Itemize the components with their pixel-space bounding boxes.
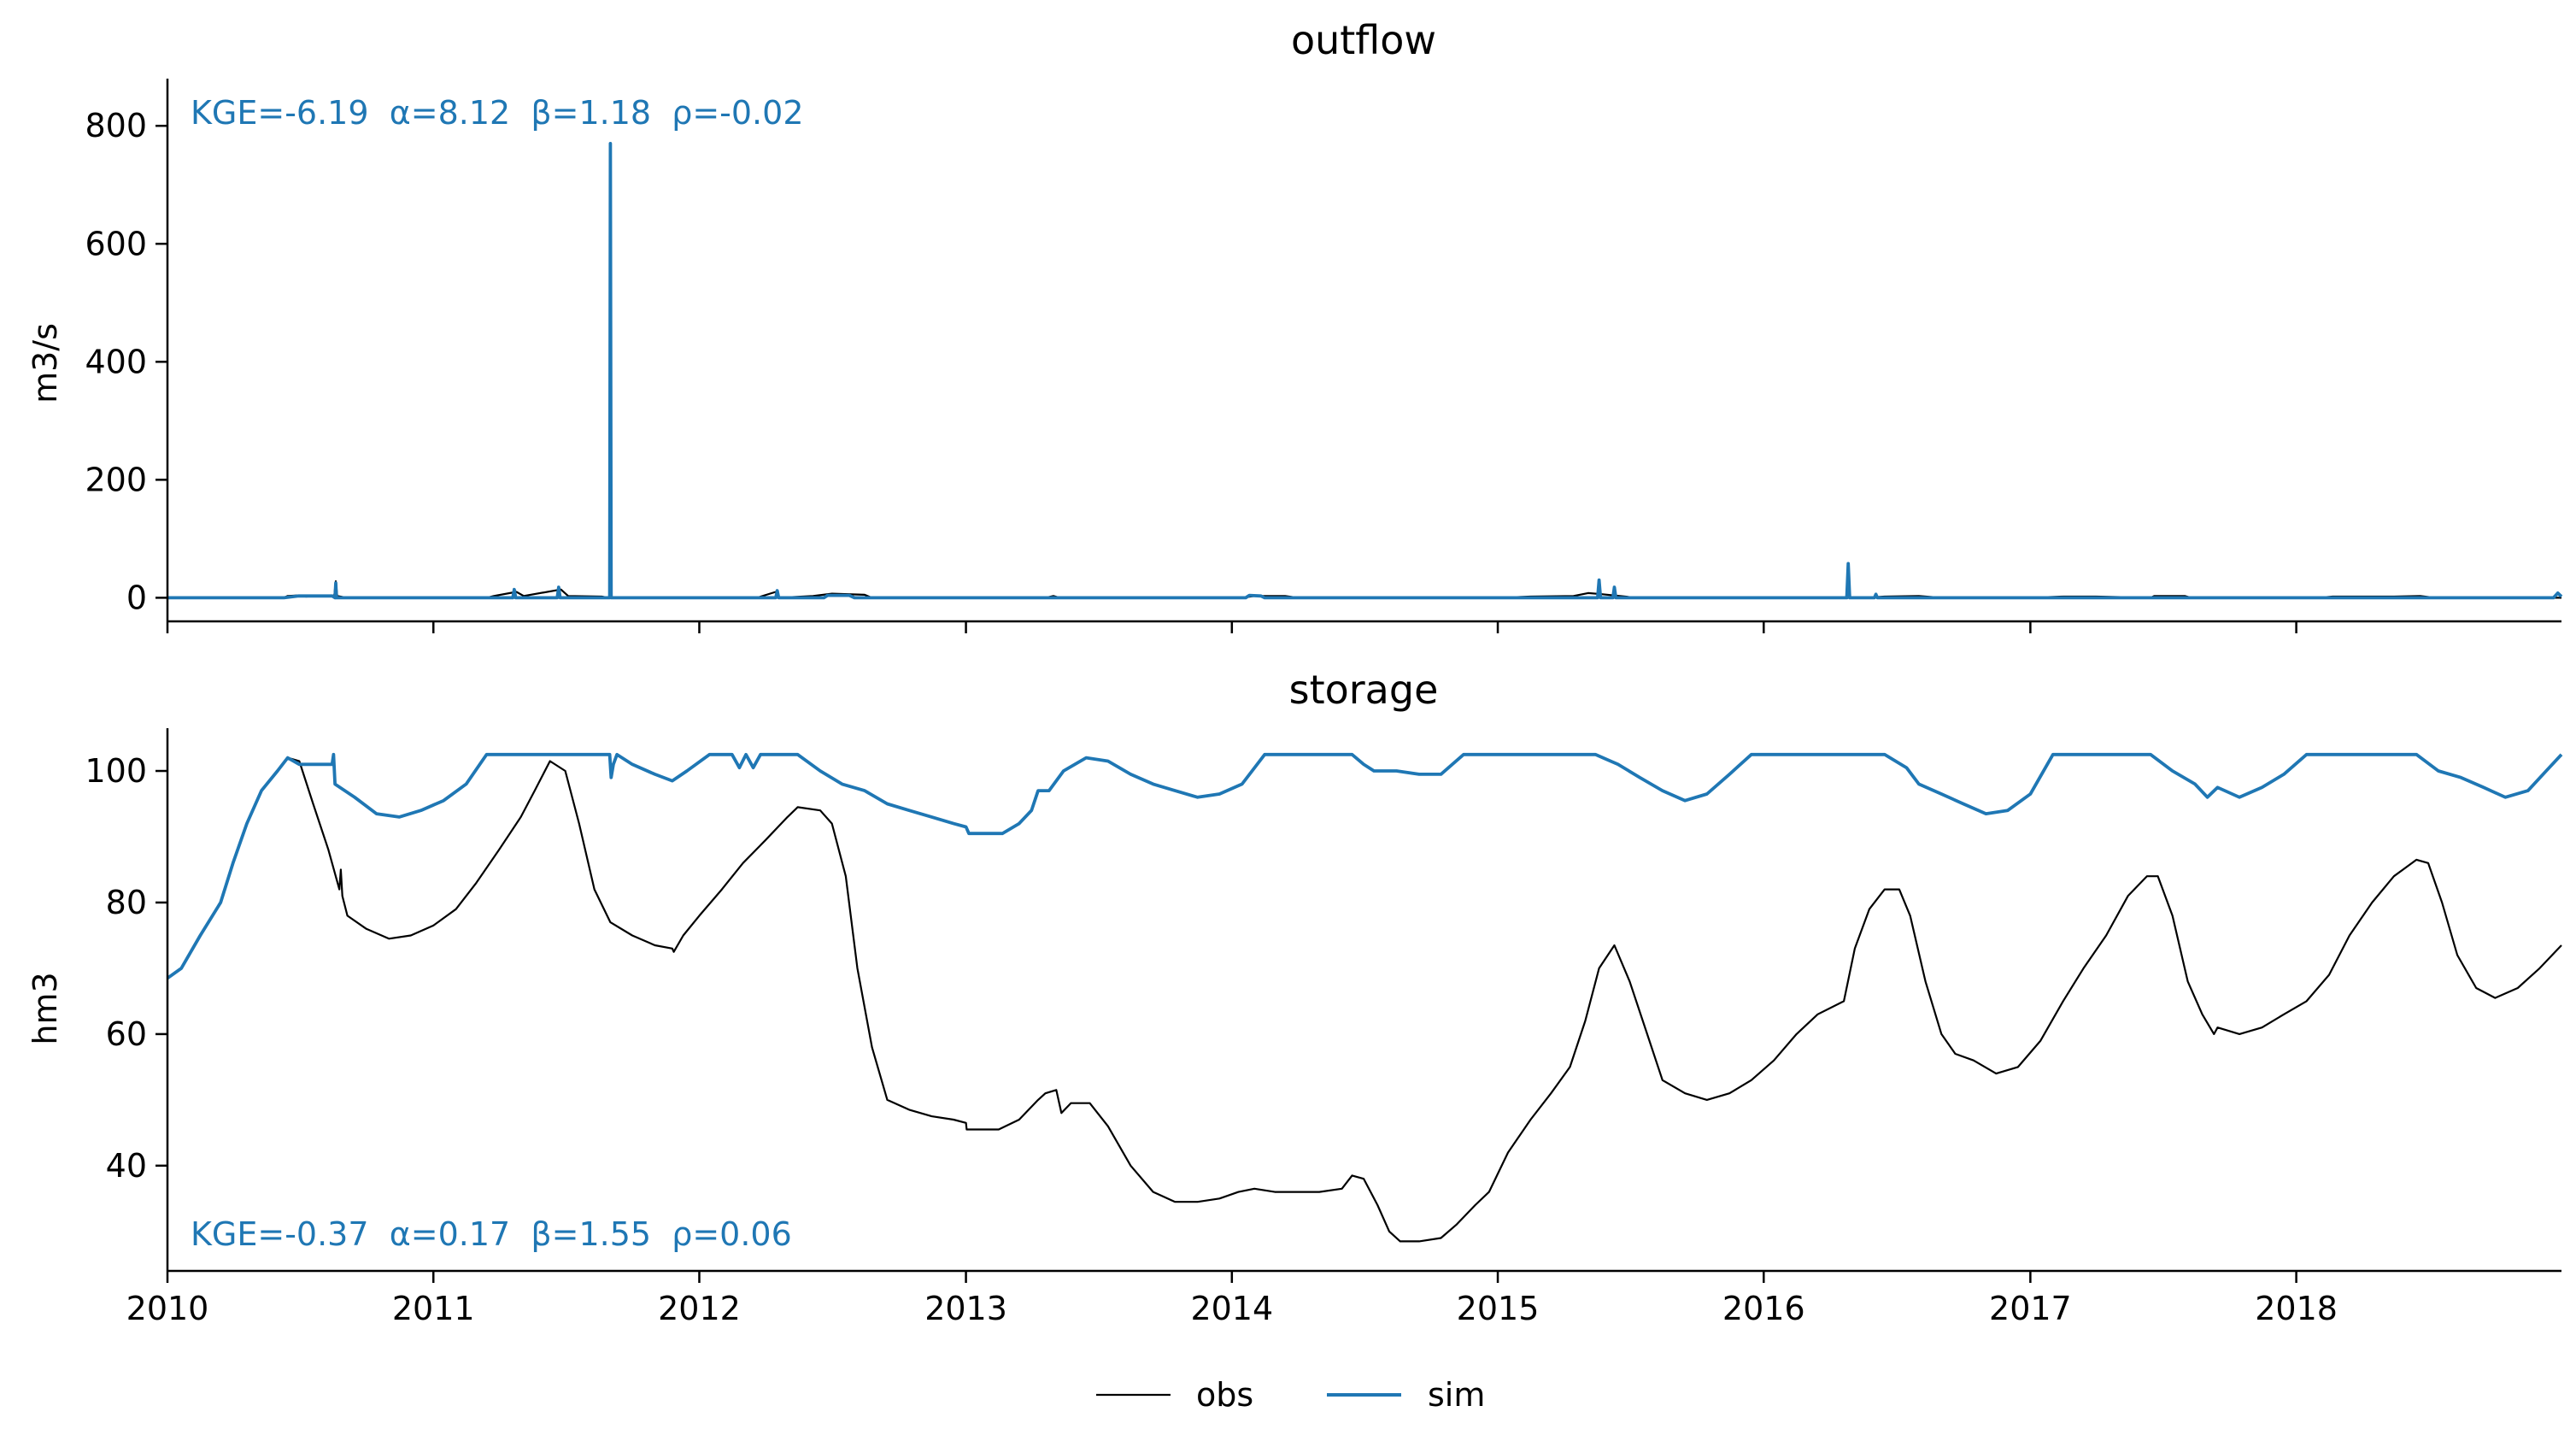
x-tick-label: 2018: [2255, 1290, 2338, 1327]
storage-y-tick-label: 100: [85, 752, 147, 790]
storage-title: storage: [1289, 667, 1439, 713]
storage-y-ticks: 40 60 80 100: [85, 752, 167, 1185]
x-tick-label: 2013: [924, 1290, 1007, 1327]
storage-y-tick-label: 60: [106, 1015, 147, 1053]
x-tick-label: 2017: [1989, 1290, 2072, 1327]
storage-y-label: hm3: [26, 972, 64, 1044]
outflow-y-tick-label: 600: [85, 225, 147, 262]
outflow-y-tick-label: 200: [85, 461, 147, 498]
outflow-obs-path: [167, 580, 2561, 599]
legend: obs sim: [1096, 1376, 1485, 1414]
outflow-x-ticks: [166, 621, 2297, 633]
outflow-y-tick-label: 800: [85, 107, 147, 144]
outflow-title: outflow: [1291, 17, 1436, 63]
x-tick-label: 2012: [658, 1290, 741, 1327]
x-tick-label: 2010: [126, 1290, 209, 1327]
storage-x-ticks: 2010 2011 2012 2013 2014 2015 2016 2017 2018: [126, 1271, 2338, 1327]
storage-y-tick-label: 80: [106, 884, 147, 921]
outflow-panel: outflow 0 200 400 600 800 m3/s KGE=-6.19 α=8…: [26, 17, 2563, 633]
storage-y-tick-label: 40: [106, 1147, 147, 1185]
storage-obs-path: [167, 756, 2562, 1243]
outflow-sim-path: [167, 142, 2563, 600]
x-tick-label: 2011: [392, 1290, 475, 1327]
outflow-y-tick-label: 0: [126, 579, 147, 616]
storage-sim-line: [166, 752, 2563, 980]
outflow-y-tick-label: 400: [85, 343, 147, 380]
outflow-y-ticks: 0 200 400 600 800: [85, 107, 167, 616]
x-tick-label: 2014: [1190, 1290, 1273, 1327]
x-tick-label: 2016: [1722, 1290, 1805, 1327]
outflow-obs-line: [167, 580, 2561, 599]
storage-metrics: KGE=-0.37 α=0.17 β=1.55 ρ=0.06: [191, 1215, 792, 1253]
storage-plot: [166, 752, 2563, 1243]
outflow-sim-line: [167, 142, 2563, 600]
outflow-plot: [167, 142, 2563, 600]
storage-sim-path: [166, 752, 2563, 980]
legend-sim-label: sim: [1428, 1376, 1485, 1414]
outflow-y-label: m3/s: [26, 323, 64, 403]
legend-obs-label: obs: [1196, 1376, 1253, 1414]
outflow-metrics: KGE=-6.19 α=8.12 β=1.18 ρ=-0.02: [191, 94, 804, 132]
x-tick-label: 2015: [1457, 1290, 1540, 1327]
storage-obs-line: [167, 756, 2562, 1243]
